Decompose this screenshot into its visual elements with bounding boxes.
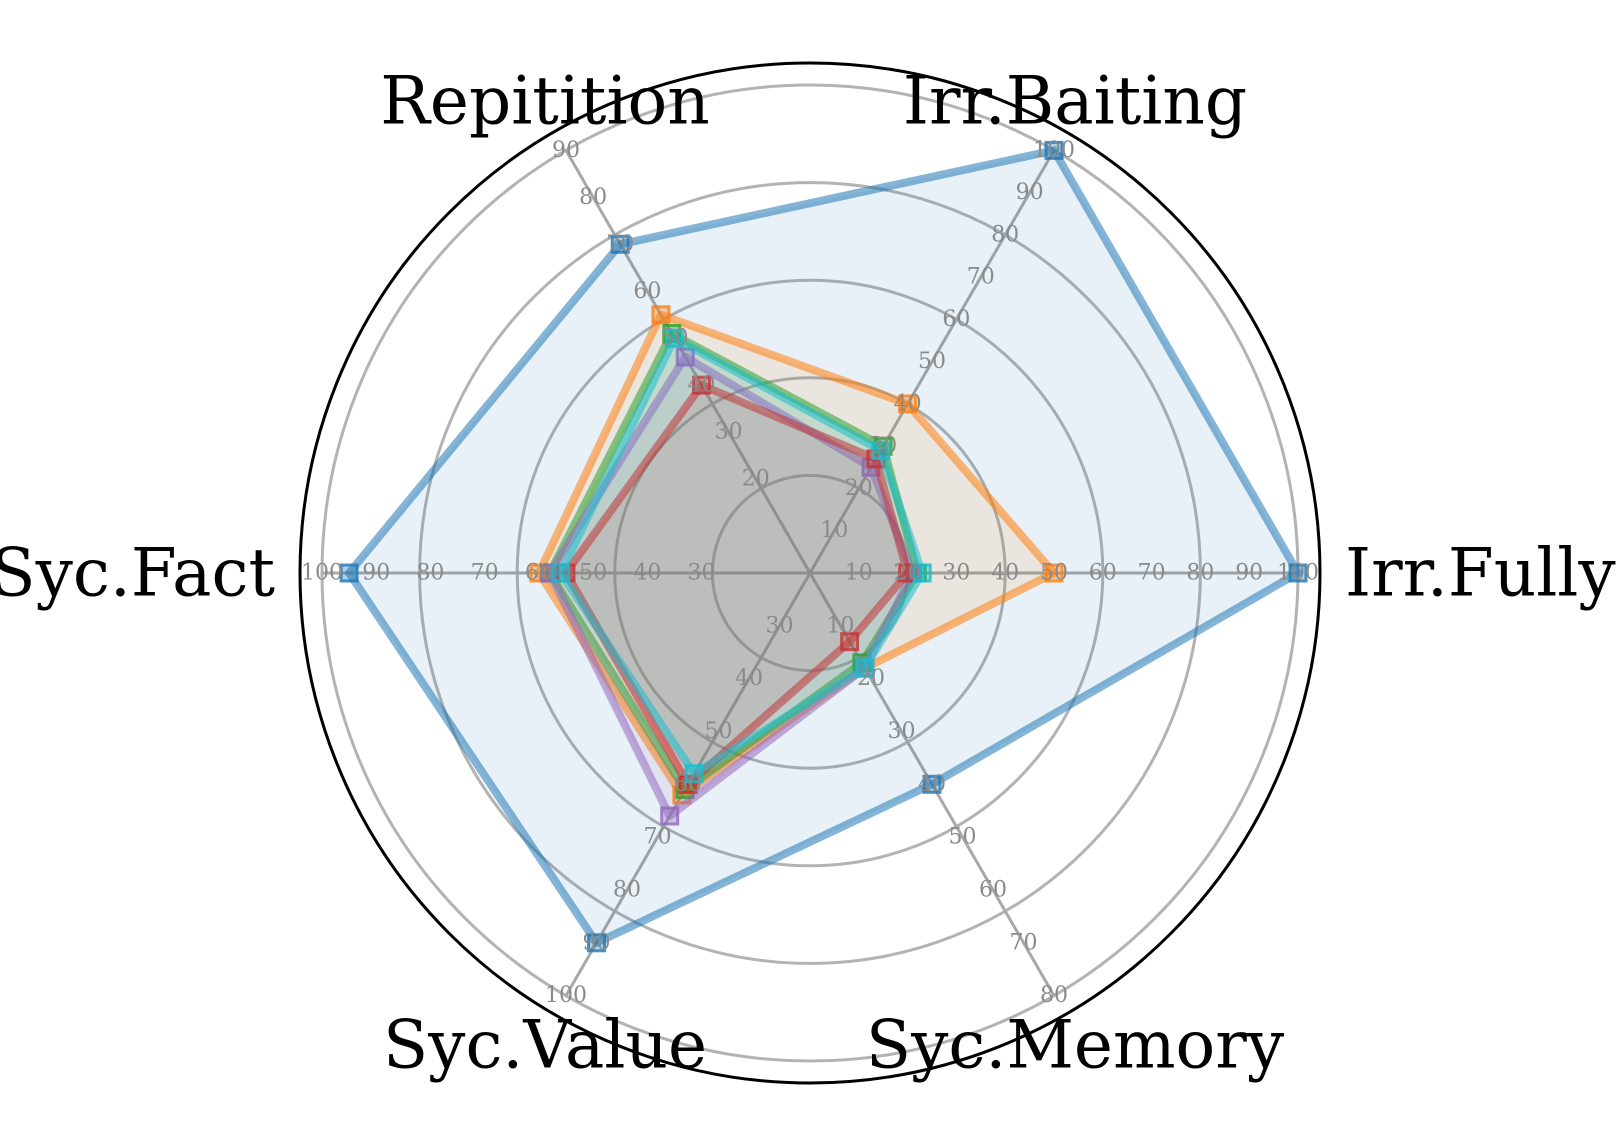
tick-label: 30: [888, 719, 916, 744]
tick-label: 80: [1186, 561, 1214, 586]
series-point: [684, 764, 704, 784]
series-fill: [560, 338, 923, 774]
tick-label: 20: [894, 561, 922, 586]
tick-label: 20: [845, 476, 873, 501]
series-point: [922, 774, 942, 794]
series-fill: [566, 385, 908, 785]
tick-label: 40: [688, 373, 716, 398]
series-point: [610, 234, 630, 254]
series-line: [345, 146, 1302, 947]
tick-label: 40: [991, 561, 1019, 586]
tick-label: 30: [715, 420, 743, 445]
tick-label: 10: [820, 518, 848, 543]
tick-label: 30: [869, 434, 897, 459]
tick-label: 40: [735, 666, 763, 691]
tick-layer: 10 20 30 40 50 60 70 80 90 1001020304050607080901…: [301, 138, 1319, 1008]
series-point: [840, 632, 860, 652]
tick-label: 80: [579, 185, 607, 210]
tick-label: 100: [1033, 138, 1075, 163]
axis-label: Syc.Fact: [0, 535, 275, 612]
series-layer: [339, 140, 1308, 953]
tick-label: 10: [845, 561, 873, 586]
tick-label: 90: [1016, 180, 1044, 205]
tick-label: 80: [991, 222, 1019, 247]
tick-label: 70: [967, 265, 995, 290]
tick-label: 90: [1235, 561, 1263, 586]
tick-label: 60: [633, 279, 661, 304]
series-point: [692, 375, 712, 395]
tick-label: 50: [949, 825, 977, 850]
series-point: [1288, 563, 1308, 583]
tick-label: 70: [644, 825, 672, 850]
tick-label: 80: [416, 561, 444, 586]
series-point: [855, 658, 875, 678]
tick-label: 70: [606, 232, 634, 257]
tick-label: 50: [660, 326, 688, 351]
tick-label: 70: [1010, 930, 1038, 955]
series-point: [651, 305, 671, 325]
series-fill: [349, 150, 1299, 943]
tick-label: 40: [633, 561, 661, 586]
tick-label: 50: [705, 719, 733, 744]
tick-label: 20: [742, 467, 770, 492]
series-point: [1044, 140, 1064, 160]
tick-label: 90: [362, 561, 390, 586]
axis-label: Syc.Memory: [866, 1006, 1285, 1083]
series-point: [871, 440, 891, 460]
series-point: [587, 933, 606, 953]
tick-label: 90: [552, 138, 580, 163]
tick-label: 10: [827, 613, 855, 638]
series-point: [551, 563, 571, 583]
tick-label: 30: [688, 561, 716, 586]
tick-label: 100: [545, 983, 587, 1008]
tick-label: 60: [942, 307, 970, 332]
tick-label: 80: [1040, 983, 1068, 1008]
series-point: [1044, 563, 1064, 583]
axis-label: Repitition: [380, 63, 710, 140]
series-point: [912, 563, 932, 583]
tick-label: 70: [471, 561, 499, 586]
axis-label: Irr.Baiting: [903, 63, 1247, 140]
tick-label: 60: [674, 772, 702, 797]
tick-label: 50: [579, 561, 607, 586]
tick-label: 100: [301, 561, 343, 586]
tick-label: 50: [918, 349, 946, 374]
tick-label: 100: [1277, 561, 1319, 586]
tick-label: 60: [979, 877, 1007, 902]
axis-label: Irr.Fully: [1345, 535, 1616, 612]
tick-label: 60: [525, 561, 553, 586]
axis-spoke: [808, 149, 1056, 574]
tick-label: 20: [857, 666, 885, 691]
series-point: [660, 806, 680, 826]
series-fill: [549, 333, 918, 790]
series-point: [675, 347, 695, 367]
series-line: [556, 334, 927, 778]
series-point: [339, 563, 359, 583]
tick-label: 80: [613, 877, 641, 902]
tick-label: 70: [1138, 561, 1166, 586]
outer-border: [298, 61, 1322, 1085]
tick-label: 40: [894, 391, 922, 416]
label-layer: Irr.Fully Irr.Baiting Repitition Syc.Fact Sy…: [0, 63, 1616, 1084]
tick-label: 90: [583, 930, 611, 955]
tick-label: 30: [942, 561, 970, 586]
axis-label: Syc.Value: [383, 1006, 707, 1083]
tick-label: 40: [918, 772, 946, 797]
tick-label: 60: [1089, 561, 1117, 586]
series-point: [898, 394, 918, 414]
tick-label: 30: [766, 613, 794, 638]
series-point: [664, 328, 684, 348]
tick-label: 50: [1040, 561, 1068, 586]
